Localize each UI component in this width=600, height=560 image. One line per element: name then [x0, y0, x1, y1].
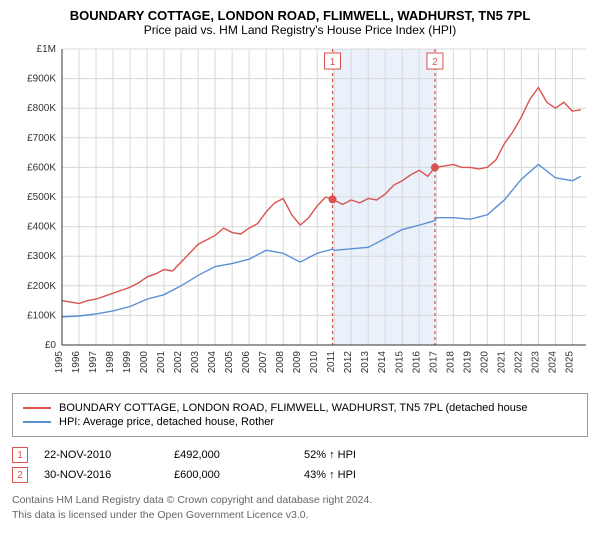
svg-text:1: 1 — [330, 57, 336, 68]
svg-text:£100K: £100K — [27, 310, 56, 321]
svg-text:2014: 2014 — [377, 351, 388, 374]
svg-text:£800K: £800K — [27, 103, 56, 114]
svg-text:2020: 2020 — [479, 351, 490, 374]
svg-text:1995: 1995 — [54, 351, 65, 374]
svg-text:£500K: £500K — [27, 192, 56, 203]
svg-text:2008: 2008 — [275, 351, 286, 374]
marker-delta: 52% ↑ HPI — [304, 449, 434, 461]
footer-line: Contains HM Land Registry data © Crown c… — [12, 493, 588, 508]
svg-text:2006: 2006 — [241, 351, 252, 374]
svg-text:2010: 2010 — [309, 351, 320, 374]
svg-text:2017: 2017 — [428, 351, 439, 374]
svg-text:£1M: £1M — [37, 45, 56, 55]
svg-text:2: 2 — [432, 57, 438, 68]
svg-text:2007: 2007 — [258, 351, 269, 374]
svg-text:2023: 2023 — [530, 351, 541, 374]
footer-line: This data is licensed under the Open Gov… — [12, 508, 588, 523]
svg-text:£300K: £300K — [27, 251, 56, 262]
svg-text:£200K: £200K — [27, 281, 56, 292]
svg-text:2009: 2009 — [292, 351, 303, 374]
marker-badge-2: 2 — [12, 467, 28, 483]
marker-badge-1: 1 — [12, 447, 28, 463]
svg-text:2003: 2003 — [190, 351, 201, 374]
svg-text:2015: 2015 — [394, 351, 405, 374]
svg-text:£600K: £600K — [27, 162, 56, 173]
svg-text:2022: 2022 — [513, 351, 524, 374]
svg-text:2024: 2024 — [547, 351, 558, 374]
sale-markers: 1 22-NOV-2010 £492,000 52% ↑ HPI 2 30-NO… — [12, 447, 588, 483]
svg-text:2004: 2004 — [207, 351, 218, 374]
page-subtitle: Price paid vs. HM Land Registry's House … — [12, 23, 588, 37]
footer: Contains HM Land Registry data © Crown c… — [12, 493, 588, 522]
svg-text:£700K: £700K — [27, 133, 56, 144]
legend-label: HPI: Average price, detached house, Roth… — [59, 416, 274, 428]
marker-row: 1 22-NOV-2010 £492,000 52% ↑ HPI — [12, 447, 588, 463]
svg-text:2011: 2011 — [326, 351, 337, 373]
marker-price: £492,000 — [174, 449, 304, 461]
legend-swatch-property — [23, 407, 51, 409]
svg-text:2005: 2005 — [224, 351, 235, 374]
chart-svg: £0 £100K £200K £300K £400K £500K £600K £700K £80… — [12, 45, 588, 385]
svg-text:2000: 2000 — [139, 351, 150, 374]
svg-text:£400K: £400K — [27, 222, 56, 233]
svg-text:2016: 2016 — [411, 351, 422, 374]
svg-text:1998: 1998 — [105, 351, 116, 374]
legend-item: BOUNDARY COTTAGE, LONDON ROAD, FLIMWELL,… — [23, 402, 577, 414]
legend-item: HPI: Average price, detached house, Roth… — [23, 416, 577, 428]
legend-swatch-hpi — [23, 421, 51, 423]
svg-text:2025: 2025 — [564, 351, 575, 374]
svg-text:1997: 1997 — [88, 351, 99, 374]
svg-text:1999: 1999 — [122, 351, 133, 374]
legend-label: BOUNDARY COTTAGE, LONDON ROAD, FLIMWELL,… — [59, 402, 527, 414]
svg-text:£900K: £900K — [27, 74, 56, 85]
svg-text:2013: 2013 — [360, 351, 371, 374]
marker-delta: 43% ↑ HPI — [304, 469, 434, 481]
marker-row: 2 30-NOV-2016 £600,000 43% ↑ HPI — [12, 467, 588, 483]
svg-text:2021: 2021 — [496, 351, 507, 374]
svg-text:2018: 2018 — [445, 351, 456, 374]
marker-date: 30-NOV-2016 — [44, 469, 174, 481]
svg-text:2001: 2001 — [156, 351, 167, 374]
price-chart: £0 £100K £200K £300K £400K £500K £600K £700K £80… — [12, 45, 588, 385]
page-title: BOUNDARY COTTAGE, LONDON ROAD, FLIMWELL,… — [12, 8, 588, 23]
svg-text:2002: 2002 — [173, 351, 184, 374]
legend: BOUNDARY COTTAGE, LONDON ROAD, FLIMWELL,… — [12, 393, 588, 437]
marker-price: £600,000 — [174, 469, 304, 481]
svg-text:£0: £0 — [45, 340, 57, 351]
marker-date: 22-NOV-2010 — [44, 449, 174, 461]
svg-text:2019: 2019 — [462, 351, 473, 374]
svg-text:2012: 2012 — [343, 351, 354, 374]
svg-text:1996: 1996 — [71, 351, 82, 374]
